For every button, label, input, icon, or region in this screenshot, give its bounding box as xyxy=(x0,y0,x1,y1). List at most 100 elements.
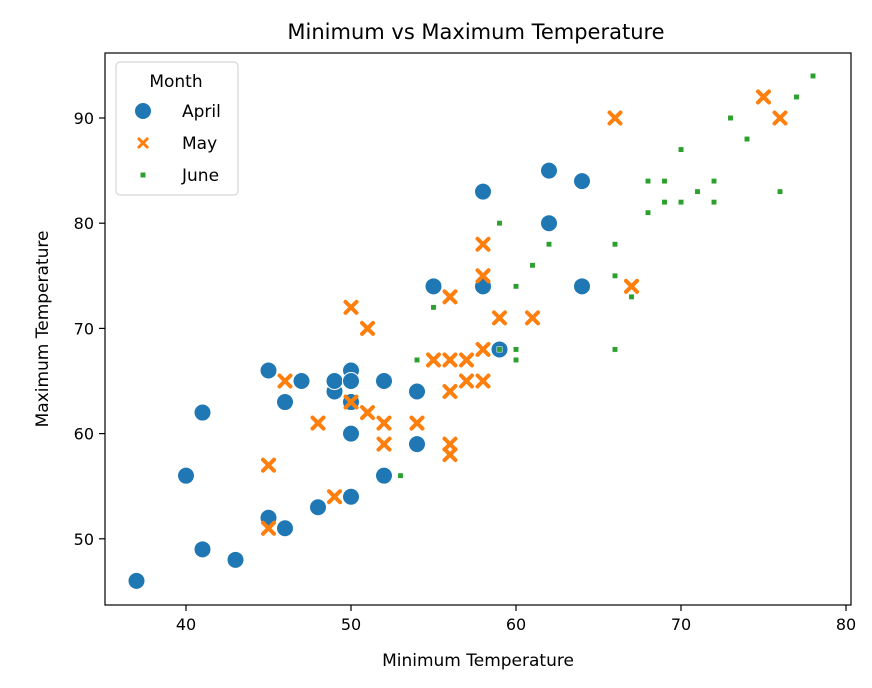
point-may xyxy=(525,310,540,326)
point-may xyxy=(459,352,474,368)
legend-label: June xyxy=(181,166,219,186)
point-june xyxy=(513,357,519,363)
point-june xyxy=(414,357,420,363)
point-june xyxy=(628,293,635,300)
point-may xyxy=(756,89,771,105)
point-may xyxy=(343,394,359,410)
point-may xyxy=(459,373,474,389)
point-april xyxy=(474,182,492,201)
point-may xyxy=(360,320,375,336)
point-april xyxy=(309,498,327,517)
point-april xyxy=(177,466,195,485)
legend: Month April May June xyxy=(115,61,239,196)
y-axis-label: Maximum Temperature xyxy=(33,231,53,428)
point-june xyxy=(661,178,668,185)
point-june xyxy=(645,178,651,185)
point-may xyxy=(442,384,458,400)
point-april xyxy=(408,382,426,401)
point-may xyxy=(624,278,639,294)
point-june xyxy=(496,346,503,353)
point-may xyxy=(343,299,359,315)
point-may xyxy=(409,415,425,431)
point-may xyxy=(327,489,342,505)
legend-title: Month xyxy=(149,72,202,92)
point-may xyxy=(475,373,491,389)
point-june xyxy=(546,241,552,248)
legend-item-april: April xyxy=(134,102,221,122)
y-tick-label: 50 xyxy=(74,530,94,549)
point-june xyxy=(744,136,750,142)
point-april xyxy=(325,372,344,390)
point-may xyxy=(277,373,293,389)
point-june xyxy=(612,272,618,279)
point-june xyxy=(711,199,717,206)
point-may xyxy=(475,268,491,284)
x-tick-label: 80 xyxy=(836,615,856,634)
point-april xyxy=(259,361,278,380)
x-tick-label: 70 xyxy=(671,615,691,634)
point-may xyxy=(360,405,375,421)
point-may xyxy=(442,352,458,368)
legend-item-june: June xyxy=(140,166,219,186)
point-april xyxy=(540,214,558,233)
point-june xyxy=(496,220,503,227)
point-may xyxy=(442,447,458,463)
chart-title: Minimum vs Maximum Temperature xyxy=(287,20,664,44)
point-june xyxy=(612,241,618,248)
legend-box xyxy=(115,61,239,196)
point-june xyxy=(678,146,684,153)
point-april xyxy=(375,372,393,390)
point-april xyxy=(226,550,245,569)
y-tick-label: 60 xyxy=(74,425,94,444)
y-tick-label: 70 xyxy=(74,319,94,338)
point-june xyxy=(777,188,783,195)
point-may xyxy=(442,436,458,452)
data-points xyxy=(127,72,816,590)
x-axis: 40 50 60 70 80 xyxy=(176,605,856,634)
point-april xyxy=(573,172,591,191)
point-april xyxy=(342,372,360,390)
point-may xyxy=(442,289,458,305)
point-june xyxy=(678,199,684,206)
point-april xyxy=(573,277,591,296)
y-tick-label: 90 xyxy=(74,109,94,128)
point-april xyxy=(292,372,311,390)
point-april xyxy=(540,161,558,180)
point-may xyxy=(376,415,392,431)
point-april xyxy=(424,277,443,296)
point-april xyxy=(127,571,146,590)
x-tick-label: 60 xyxy=(506,615,526,634)
point-june xyxy=(612,346,618,353)
point-may xyxy=(492,310,507,326)
point-april xyxy=(375,466,393,485)
x-axis-label: Minimum Temperature xyxy=(382,651,574,671)
point-june xyxy=(727,115,734,121)
legend-marker-april xyxy=(134,102,152,120)
point-may xyxy=(310,415,326,431)
point-may xyxy=(261,457,276,473)
legend-marker-june xyxy=(140,172,146,178)
point-april xyxy=(193,540,212,559)
point-june xyxy=(645,209,651,216)
point-june xyxy=(711,178,717,185)
point-april xyxy=(408,435,426,454)
point-april xyxy=(342,487,360,506)
legend-item-may: May xyxy=(137,134,217,154)
point-may xyxy=(772,110,788,126)
point-june xyxy=(793,94,800,100)
point-june xyxy=(694,188,701,195)
y-tick-label: 80 xyxy=(74,214,94,233)
point-april xyxy=(276,393,294,412)
point-may xyxy=(261,520,276,536)
point-may xyxy=(426,352,441,368)
point-june xyxy=(513,346,519,353)
point-june xyxy=(397,472,404,479)
point-may xyxy=(607,110,623,126)
point-april xyxy=(342,424,360,443)
point-april xyxy=(276,519,294,538)
legend-label: April xyxy=(182,102,221,122)
legend-label: May xyxy=(182,134,217,154)
x-tick-label: 40 xyxy=(176,615,196,634)
point-june xyxy=(529,262,536,269)
